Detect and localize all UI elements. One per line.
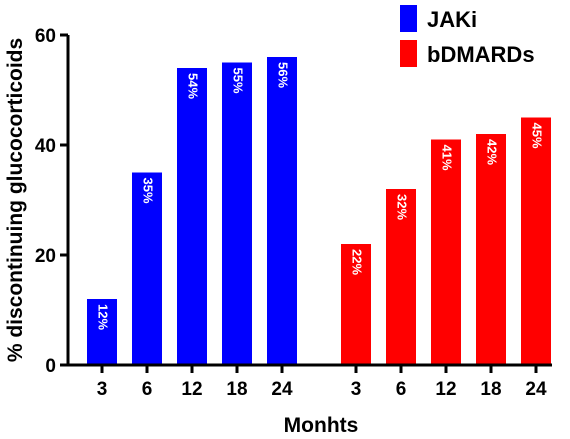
y-axis-title: % discontinuing glucocorticoids — [4, 38, 27, 362]
bar-value-label: 35% — [141, 177, 156, 203]
legend-swatch-jaki — [400, 5, 417, 32]
bar-jaki-12 — [177, 68, 207, 365]
bar-value-label: 56% — [276, 62, 291, 88]
x-tick-label: 6 — [142, 379, 153, 400]
bar-value-label: 41% — [440, 144, 455, 170]
y-tick-label: 20 — [35, 246, 56, 267]
x-ticks: 3 6 12 18 24 3 6 12 18 24 — [97, 365, 547, 400]
x-tick-label: 12 — [181, 379, 202, 400]
bar-value-label: 32% — [395, 194, 410, 220]
bar-value-label: 45% — [530, 122, 545, 148]
bar-jaki-18 — [222, 63, 252, 366]
bar-value-label: 54% — [186, 73, 201, 99]
bars-layer — [87, 57, 551, 365]
bar-value-label: 55% — [231, 67, 246, 93]
y-tick-label: 40 — [35, 136, 56, 157]
x-tick-label: 18 — [480, 379, 501, 400]
bar-value-label: 42% — [485, 139, 500, 165]
y-tick-label: 60 — [35, 26, 56, 47]
x-tick-label: 24 — [271, 379, 293, 400]
bar-value-label: 22% — [350, 249, 365, 275]
bar-value-label: 12% — [96, 304, 111, 330]
x-tick-label: 24 — [525, 379, 547, 400]
y-ticks: 0 20 40 60 — [35, 26, 68, 377]
x-tick-label: 18 — [226, 379, 247, 400]
x-axis-title: Monhts — [284, 414, 359, 437]
legend-label-jaki: JAKi — [427, 7, 477, 32]
legend: JAKi bDMARDs — [400, 5, 535, 67]
bar-bdmards-12 — [431, 140, 461, 366]
bar-jaki-24 — [267, 57, 297, 365]
legend-label-bdmards: bDMARDs — [427, 42, 535, 67]
legend-swatch-bdmards — [400, 40, 417, 67]
x-tick-label: 12 — [435, 379, 456, 400]
x-tick-label: 3 — [351, 379, 362, 400]
x-tick-label: 3 — [97, 379, 108, 400]
y-tick-label: 0 — [45, 356, 56, 377]
bar-bdmards-18 — [476, 134, 506, 365]
x-tick-label: 6 — [396, 379, 407, 400]
bar-bdmards-24 — [521, 118, 551, 366]
